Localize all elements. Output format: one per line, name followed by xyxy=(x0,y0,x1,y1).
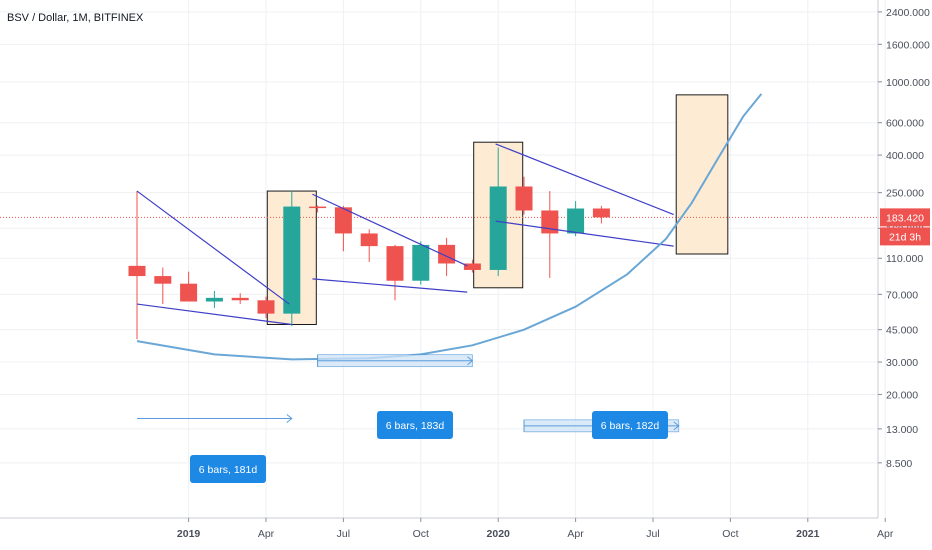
y-tick-label: 1000.000 xyxy=(886,77,930,89)
measure-label-bg xyxy=(377,411,453,439)
measure-arrow-icon xyxy=(467,356,474,366)
y-tick-label: 400.000 xyxy=(886,150,924,162)
measure-label: 6 bars, 181d xyxy=(199,464,258,476)
x-tick-label: Apr xyxy=(877,528,894,540)
price-badge-value: 183.420 xyxy=(886,212,924,224)
x-tick-label: 2019 xyxy=(177,528,201,540)
candle-body xyxy=(489,186,507,270)
y-tick-label: 2400.000 xyxy=(886,7,930,19)
y-tick-label: 8.500 xyxy=(886,458,912,470)
y-tick-label: 30.000 xyxy=(886,357,918,369)
candle-body xyxy=(360,233,378,247)
date-range-measures: 6 bars, 181d 6 bars, 183d 6 bars, 182d xyxy=(137,354,680,483)
measure-label-bg xyxy=(592,411,668,439)
x-tick-label: Oct xyxy=(722,528,738,540)
trendlines xyxy=(136,93,763,361)
candle-body xyxy=(309,206,327,209)
x-tick-label: Apr xyxy=(567,528,584,540)
measure-arrow-icon xyxy=(673,421,680,431)
candle-body xyxy=(515,186,533,211)
y-tick-label: 600.000 xyxy=(886,118,924,130)
candle-body xyxy=(257,300,275,314)
trendline xyxy=(495,143,674,216)
x-tick-label: Oct xyxy=(413,528,429,540)
candles xyxy=(128,147,610,340)
trendline xyxy=(136,303,292,326)
candle-body xyxy=(154,276,172,284)
x-tick-label: 2021 xyxy=(796,528,820,540)
measure-label: 6 bars, 182d xyxy=(601,420,660,432)
y-tick-label: 70.000 xyxy=(886,289,918,301)
countdown-badge xyxy=(880,227,930,246)
candle-body xyxy=(231,297,249,301)
candle-body xyxy=(180,283,198,302)
x-tick-label: Jul xyxy=(646,528,659,540)
y-tick-label: 110.000 xyxy=(886,253,923,265)
candle-body xyxy=(592,208,610,218)
trendline xyxy=(136,190,290,305)
x-tick-label: Apr xyxy=(258,528,275,540)
y-tick-label: 250.000 xyxy=(886,188,924,200)
highlight-box xyxy=(675,94,729,255)
y-tick-label: 1600.000 xyxy=(886,39,930,51)
candle-body xyxy=(463,263,481,270)
measure-label-bg xyxy=(190,455,266,483)
price-badge xyxy=(880,208,930,227)
chart-title: BSV / Dollar, 1M, BITFINEX xyxy=(7,12,144,24)
y-tick-label: 13.000 xyxy=(886,424,918,436)
candle-body xyxy=(205,297,223,302)
trendline xyxy=(312,193,468,267)
candle-body xyxy=(567,208,585,234)
trendline xyxy=(312,278,468,293)
countdown-badge-text: 21d 3h xyxy=(889,231,921,243)
candle-body xyxy=(283,206,301,314)
x-tick-label: Jul xyxy=(337,528,350,540)
candle-body xyxy=(334,207,352,234)
parabolic-curve xyxy=(136,93,763,361)
y-tick-label: 20.000 xyxy=(886,389,918,401)
measure-label: 6 bars, 183d xyxy=(386,420,445,432)
candle-body xyxy=(386,246,404,281)
x-tick-label: 2020 xyxy=(487,528,511,540)
candle-body xyxy=(412,244,430,281)
y-tick-label: 45.000 xyxy=(886,325,918,337)
candle-body xyxy=(128,265,146,277)
trendline xyxy=(495,220,674,247)
measure-arrow-icon xyxy=(286,414,293,423)
axes: 2400.000 1600.000 1000.000 600.000 400.000 25… xyxy=(0,0,930,540)
